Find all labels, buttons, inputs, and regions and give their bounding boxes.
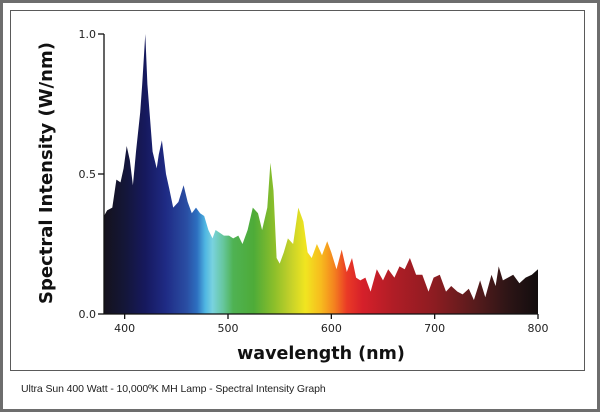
document-sheet: Ultra Sun 400 Watt - 10,000ºK MH Lamp - … — [3, 3, 597, 409]
spectrum-area-series — [104, 34, 538, 314]
figure-caption: Ultra Sun 400 Watt - 10,000ºK MH Lamp - … — [21, 383, 326, 395]
x-tick-label: 400 — [114, 322, 135, 335]
x-tick-label: 500 — [218, 322, 239, 335]
y-tick-label: 1.0 — [79, 28, 97, 41]
y-tick-label: 0.5 — [79, 168, 97, 181]
y-axis-title: Spectral Intensity (W/nm) — [36, 42, 57, 304]
x-tick-label: 800 — [528, 322, 549, 335]
x-tick-label: 600 — [321, 322, 342, 335]
x-axis-title: wavelength (nm) — [237, 344, 405, 364]
y-tick-label: 0.0 — [79, 308, 97, 321]
x-tick-label: 700 — [424, 322, 445, 335]
